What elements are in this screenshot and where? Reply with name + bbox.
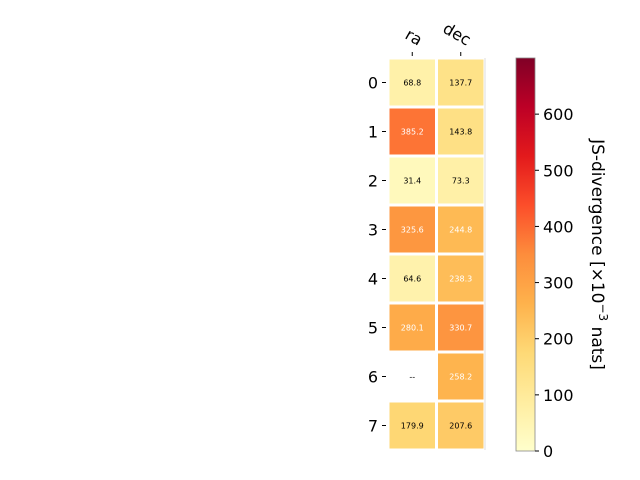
heatmap-cell bbox=[438, 304, 484, 351]
colorbar-ticks: 0 100 200 300 400 500 600 bbox=[535, 105, 574, 461]
cell-value-label: 31.4 bbox=[403, 177, 421, 186]
heatmap-cell bbox=[438, 353, 484, 400]
row-tick-label: 2 bbox=[368, 172, 378, 191]
heatmap-cell bbox=[389, 304, 435, 351]
heatmap-cell bbox=[389, 402, 435, 449]
cell-value-label: 137.7 bbox=[449, 79, 472, 88]
heatmap-cell bbox=[389, 255, 435, 302]
heatmap-cell bbox=[389, 108, 435, 155]
row-tick-label: 7 bbox=[368, 417, 378, 436]
cell-value-label: 179.9 bbox=[401, 422, 424, 431]
cell-value-label: 258.2 bbox=[449, 373, 472, 382]
heatmap-cell bbox=[438, 402, 484, 449]
row-tick-label: 5 bbox=[368, 319, 378, 338]
colorbar-tick-label: 500 bbox=[543, 161, 574, 180]
heatmap-area: 68.8 137.7 385.2 143.8 31.4 73.3 325.6 244.8 64.… bbox=[368, 19, 486, 450]
heatmap-cell bbox=[438, 157, 484, 204]
colorbar-label: JS-divergence [×10−3 nats] bbox=[587, 138, 610, 370]
column-tick-label: dec bbox=[440, 19, 474, 50]
row-tick-label: 4 bbox=[368, 270, 378, 289]
cell-value-label: 68.8 bbox=[403, 79, 421, 88]
colorbar-tick-label: 0 bbox=[543, 442, 553, 461]
colorbar-tick-label: 300 bbox=[543, 274, 574, 293]
cell-value-label: 385.2 bbox=[401, 128, 424, 137]
heatmap-cell bbox=[438, 255, 484, 302]
row-tick-label: 0 bbox=[368, 74, 378, 93]
colorbar-tick-label: 600 bbox=[543, 105, 574, 124]
colorbar-tick-label: 400 bbox=[543, 217, 574, 236]
cell-value-label: 143.8 bbox=[449, 128, 472, 137]
heatmap-cell bbox=[438, 206, 484, 253]
cell-value-label: 280.1 bbox=[401, 324, 424, 333]
colorbar: 0 100 200 300 400 500 600 JS-divergence [×10−3… bbox=[515, 57, 610, 461]
heatmap-cell bbox=[389, 59, 435, 106]
heatmap-cell bbox=[438, 108, 484, 155]
column-tick-label: ra bbox=[402, 25, 426, 50]
cell-value-label: 244.8 bbox=[449, 226, 472, 235]
colorbar-tick-label: 200 bbox=[543, 330, 574, 349]
cell-value-label: 325.6 bbox=[401, 226, 424, 235]
heatmap-cell bbox=[389, 206, 435, 253]
cell-value-label: 64.6 bbox=[403, 275, 421, 284]
cell-value-label: -- bbox=[409, 373, 415, 382]
heatmap-cell bbox=[438, 59, 484, 106]
cell-value-label: 330.7 bbox=[449, 324, 472, 333]
heatmap-cell bbox=[389, 157, 435, 204]
cell-value-label: 207.6 bbox=[449, 422, 472, 431]
cell-value-label: 238.3 bbox=[449, 275, 472, 284]
colorbar-gradient bbox=[515, 57, 536, 452]
cell-value-label: 73.3 bbox=[452, 177, 470, 186]
row-tick-label: 1 bbox=[368, 123, 378, 142]
colorbar-tick-label: 100 bbox=[543, 386, 574, 405]
row-tick-label: 6 bbox=[368, 368, 378, 387]
row-tick-label: 3 bbox=[368, 221, 378, 240]
